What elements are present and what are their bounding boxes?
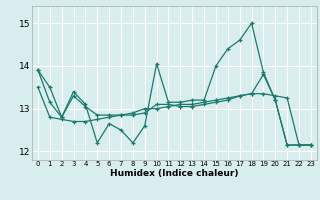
X-axis label: Humidex (Indice chaleur): Humidex (Indice chaleur)	[110, 169, 239, 178]
